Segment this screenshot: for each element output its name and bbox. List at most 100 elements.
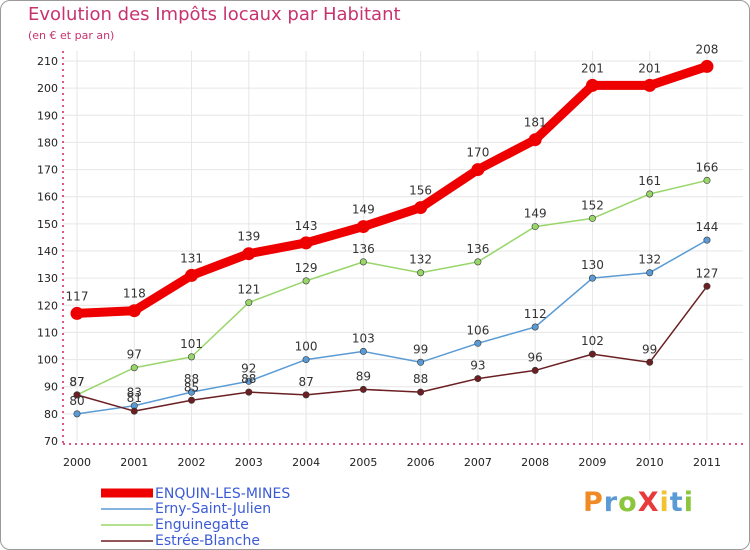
logo-letter: P (583, 487, 604, 518)
series-line-enguinegatte (76, 179, 708, 396)
legend-swatches (101, 488, 153, 542)
point-enguinegatte-2008 (531, 223, 539, 231)
data-label-enquin-les-mines-2004: 143 (295, 219, 318, 233)
logo-letter: i (683, 487, 694, 518)
series-line-erny-saint-julien (76, 239, 708, 415)
data-label-erny-saint-julien-2000: 80 (69, 394, 84, 408)
data-label-erny-saint-julien-2011: 144 (696, 220, 719, 234)
x-tick-label-2002: 2002 (178, 456, 206, 469)
x-tick-label-2010: 2010 (636, 456, 664, 469)
y-tick-label-80: 80 (44, 408, 58, 421)
point-erny-saint-julien-2006 (417, 358, 425, 366)
point-estr-e-blanche-2006 (417, 388, 425, 396)
point-estr-e-blanche-2001 (130, 407, 138, 415)
y-tick-label-150: 150 (37, 218, 58, 231)
data-label-enguinegatte-2006: 132 (409, 253, 432, 267)
point-enquin-les-mines-2010 (643, 78, 657, 92)
point-estr-e-blanche-2004 (302, 391, 310, 399)
data-label-enquin-les-mines-2001: 118 (123, 287, 146, 301)
grid-lines (63, 51, 743, 441)
data-label-estr-e-blanche-2006: 88 (413, 372, 428, 386)
data-label-erny-saint-julien-2003: 92 (241, 361, 256, 375)
logo-letter: r (603, 487, 619, 518)
point-estr-e-blanche-2005 (359, 385, 367, 393)
point-enquin-les-mines-2004 (299, 236, 313, 250)
x-tick-label-2004: 2004 (292, 456, 320, 469)
point-estr-e-blanche-2011 (703, 282, 711, 290)
point-enquin-les-mines-2008 (528, 133, 542, 147)
x-tick-label-2006: 2006 (407, 456, 435, 469)
data-label-erny-saint-julien-2009: 130 (581, 258, 604, 272)
point-erny-saint-julien-2000 (73, 410, 81, 418)
data-label-estr-e-blanche-2001: 81 (127, 391, 142, 405)
point-enguinegatte-2004 (302, 277, 310, 285)
logo-letter: X (637, 487, 660, 518)
point-erny-saint-julien-2009 (588, 274, 596, 282)
data-label-estr-e-blanche-2007: 93 (470, 359, 485, 373)
point-enquin-les-mines-2001 (127, 304, 141, 318)
data-label-enguinegatte-2008: 149 (524, 207, 547, 221)
point-enguinegatte-2002 (188, 353, 196, 361)
point-erny-saint-julien-2003 (245, 377, 253, 385)
point-enguinegatte-2001 (130, 364, 138, 372)
point-erny-saint-julien-2010 (646, 269, 654, 277)
data-label-enguinegatte-2007: 136 (466, 242, 489, 256)
data-label-enquin-les-mines-2011: 208 (696, 42, 719, 56)
point-enquin-les-mines-2009 (585, 78, 599, 92)
point-enguinegatte-2007 (474, 258, 482, 266)
point-erny-saint-julien-2007 (474, 339, 482, 347)
point-estr-e-blanche-2010 (646, 358, 654, 366)
x-tick-label-2011: 2011 (693, 456, 721, 469)
chart-subtitle: (en € et par an) (28, 29, 115, 42)
point-estr-e-blanche-2008 (531, 366, 539, 374)
series-line-estr-e-blanche (76, 285, 708, 412)
x-tick-label-2003: 2003 (235, 456, 263, 469)
y-tick-label-160: 160 (37, 191, 58, 204)
x-tick-label-2007: 2007 (464, 456, 492, 469)
point-enguinegatte-2006 (417, 269, 425, 277)
y-tick-label-70: 70 (44, 435, 58, 448)
point-enquin-les-mines-2011 (700, 59, 714, 73)
data-label-enquin-les-mines-2010: 201 (638, 61, 661, 75)
legend-label-enquin-les-mines: ENQUIN-LES-MINES (155, 486, 291, 502)
x-tick-label-2000: 2000 (63, 456, 91, 469)
point-enquin-les-mines-2005 (356, 220, 370, 234)
y-tick-label-120: 120 (37, 299, 58, 312)
y-tick-label-100: 100 (37, 354, 58, 367)
x-tick-label-2009: 2009 (578, 456, 606, 469)
data-label-estr-e-blanche-2010: 99 (642, 342, 657, 356)
data-label-enguinegatte-2009: 152 (581, 198, 604, 212)
data-label-estr-e-blanche-2004: 87 (298, 375, 313, 389)
y-tick-label-170: 170 (37, 164, 58, 177)
data-label-enquin-les-mines-2007: 170 (466, 146, 489, 160)
data-label-enguinegatte-2002: 101 (180, 337, 203, 351)
y-tick-label-180: 180 (37, 136, 58, 149)
y-tick-label-90: 90 (44, 381, 58, 394)
data-label-estr-e-blanche-2002: 85 (184, 380, 199, 394)
point-estr-e-blanche-2003 (245, 388, 253, 396)
data-label-enquin-les-mines-2006: 156 (409, 184, 432, 198)
data-label-enguinegatte-2005: 136 (352, 242, 375, 256)
proxiti-logo: ProXiti (583, 487, 694, 518)
data-label-enquin-les-mines-2003: 139 (237, 230, 260, 244)
data-label-estr-e-blanche-2005: 89 (356, 369, 371, 383)
point-enquin-les-mines-2000 (70, 306, 84, 320)
y-tick-label-140: 140 (37, 245, 58, 258)
x-tick-label-2001: 2001 (120, 456, 148, 469)
y-tick-label-130: 130 (37, 272, 58, 285)
point-erny-saint-julien-2011 (703, 236, 711, 244)
legend-label-estree-blanche: Estrée-Blanche (155, 533, 260, 549)
y-tick-label-200: 200 (37, 82, 58, 95)
data-label-enguinegatte-2010: 161 (638, 174, 661, 188)
logo-letter: o (618, 487, 638, 518)
data-label-erny-saint-julien-2008: 112 (524, 307, 547, 321)
point-erny-saint-julien-2004 (302, 356, 310, 364)
point-erny-saint-julien-2002 (188, 388, 196, 396)
point-enguinegatte-2009 (588, 214, 596, 222)
data-label-enquin-les-mines-2005: 149 (352, 203, 375, 217)
data-label-erny-saint-julien-2004: 100 (295, 340, 318, 354)
data-label-enguinegatte-2011: 166 (696, 160, 719, 174)
series-lines (70, 59, 714, 418)
